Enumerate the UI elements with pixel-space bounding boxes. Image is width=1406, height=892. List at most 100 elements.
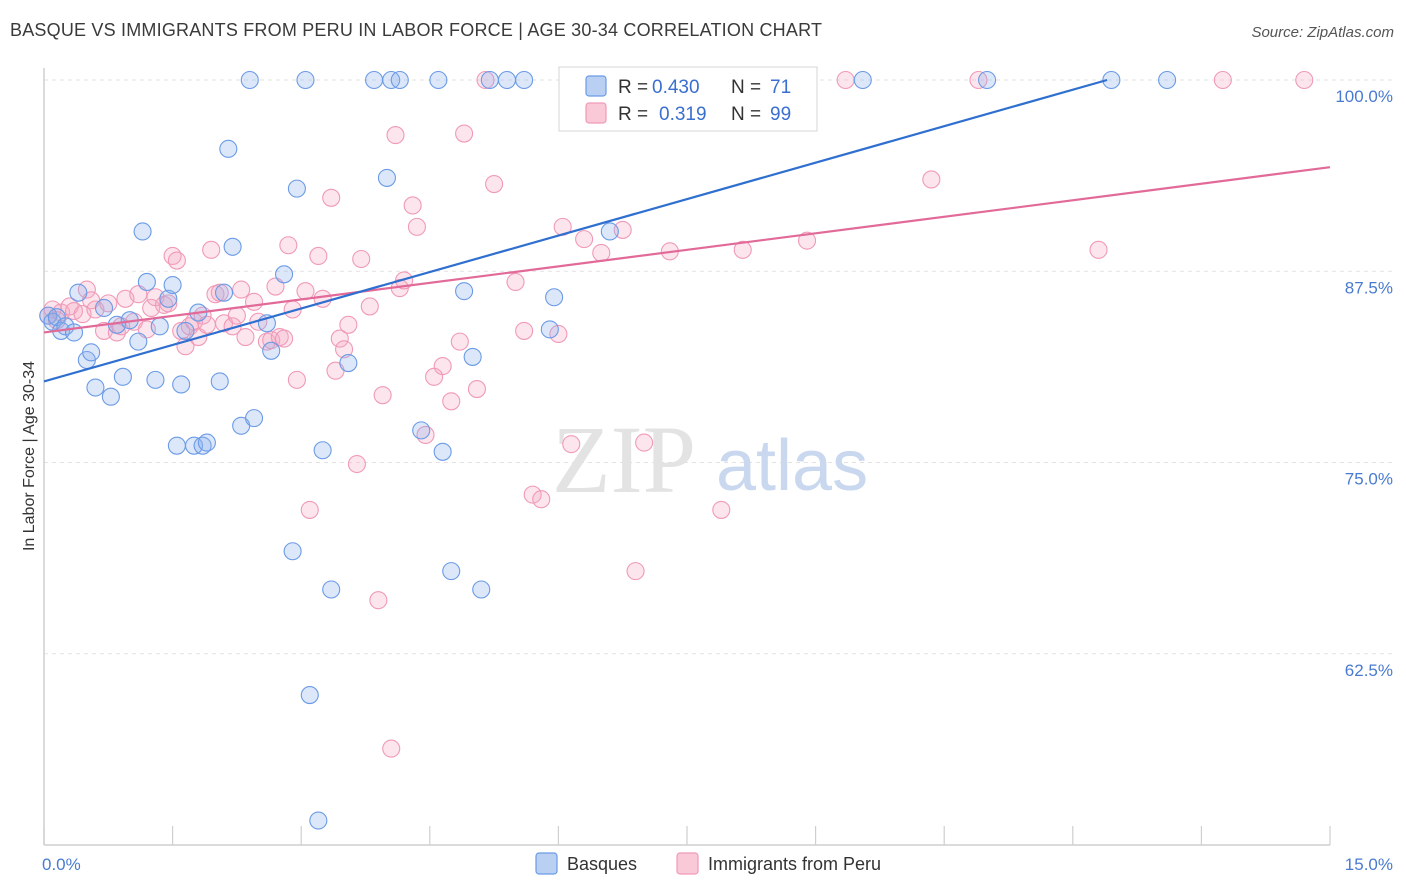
- basques-point: [412, 421, 431, 440]
- peru-point: [202, 240, 221, 259]
- basques-point: [322, 580, 341, 599]
- basques-point: [600, 222, 619, 241]
- peru-point: [626, 562, 645, 581]
- y-tick-labels: 100.0% 87.5% 75.0% 62.5%: [1335, 87, 1393, 680]
- basques-point: [1158, 70, 1177, 90]
- trend-line-peru: [43, 166, 1331, 334]
- peru-point: [339, 315, 358, 334]
- basques-point: [69, 283, 88, 302]
- peru-point: [330, 329, 349, 348]
- peru-point: [403, 196, 422, 215]
- peru-point: [382, 739, 401, 758]
- basques-point: [497, 70, 517, 90]
- peru-point: [575, 230, 594, 249]
- peru-point: [712, 500, 731, 519]
- legend-n-label-basques: N =: [731, 77, 761, 98]
- grid-lines: [44, 79, 1395, 655]
- basques-point: [210, 372, 229, 391]
- basques-point: [455, 282, 474, 301]
- peru-point: [322, 188, 341, 207]
- basques-point: [150, 317, 169, 336]
- basques-point: [540, 320, 559, 339]
- legend-n-label-peru: N =: [731, 104, 761, 125]
- peru-point: [515, 321, 534, 340]
- peru-point: [922, 170, 941, 189]
- basques-point: [262, 341, 281, 360]
- peru-point: [485, 174, 504, 194]
- stats-legend: R = 0.430 N = 71 R = 0.319 N = 99: [558, 66, 818, 132]
- peru-point: [562, 435, 581, 454]
- series-legend: Basques Immigrants from Peru: [535, 852, 881, 875]
- bottom-legend-label-basques: Basques: [567, 854, 637, 874]
- basques-point: [545, 288, 564, 307]
- basques-point: [296, 70, 315, 90]
- watermark-atlas: atlas: [716, 426, 868, 506]
- y-tick-label: 87.5%: [1345, 278, 1393, 297]
- peru-point: [1089, 240, 1108, 259]
- basques-point: [137, 272, 156, 292]
- x-tick-label-min: 0.0%: [42, 855, 81, 874]
- peru-point: [167, 251, 186, 270]
- series-basques-points: [39, 70, 1177, 830]
- y-tick-label: 62.5%: [1345, 661, 1393, 680]
- basques-point: [283, 542, 302, 561]
- y-tick-label: 75.0%: [1345, 470, 1393, 489]
- basques-point: [244, 409, 264, 428]
- peru-point: [733, 240, 752, 259]
- basques-point: [214, 283, 234, 302]
- basques-point: [287, 179, 306, 198]
- basques-point: [853, 70, 872, 90]
- basques-point: [463, 347, 482, 366]
- bottom-legend-swatch-peru: [676, 852, 699, 875]
- peru-point: [455, 124, 474, 143]
- basques-point: [64, 323, 84, 342]
- legend-r-label-peru: R =: [618, 104, 648, 125]
- peru-point: [592, 243, 611, 262]
- basques-point: [300, 686, 319, 705]
- peru-point: [244, 292, 264, 311]
- peru-point: [347, 454, 366, 474]
- bottom-legend-swatch-basques: [535, 852, 558, 875]
- basques-point: [176, 321, 195, 340]
- basques-point: [390, 70, 409, 90]
- peru-point: [275, 329, 294, 348]
- basques-point: [223, 237, 242, 256]
- peru-point: [836, 70, 855, 90]
- watermark: ZIP atlas: [552, 406, 868, 513]
- peru-point: [450, 332, 469, 351]
- peru-point: [442, 392, 461, 411]
- basques-point: [94, 298, 114, 318]
- peru-point: [467, 380, 487, 399]
- peru-point: [1213, 70, 1232, 90]
- peru-point: [352, 249, 371, 269]
- watermark-zip: ZIP: [552, 406, 696, 513]
- basques-point: [133, 222, 152, 241]
- legend-r-label-basques: R =: [618, 77, 648, 98]
- legend-n-value-peru: 99: [770, 104, 791, 125]
- basques-point: [480, 70, 499, 90]
- basques-point: [86, 378, 105, 397]
- basques-point: [309, 811, 328, 830]
- peru-point: [1295, 70, 1314, 90]
- peru-point: [407, 217, 426, 236]
- basques-point: [433, 442, 452, 461]
- legend-swatch-basques: [585, 75, 607, 97]
- basques-point: [82, 343, 101, 362]
- peru-point: [360, 297, 379, 316]
- trend-lines: [43, 78, 1331, 383]
- basques-point: [113, 367, 132, 386]
- peru-point: [279, 236, 298, 255]
- peru-point: [476, 70, 495, 90]
- bottom-legend-label-peru: Immigrants from Peru: [708, 854, 881, 874]
- basques-point: [365, 70, 384, 90]
- legend-n-value-basques: 71: [770, 77, 791, 98]
- peru-point: [373, 386, 392, 405]
- legend-r-value-peru: 0.319: [659, 104, 707, 125]
- basques-point: [167, 436, 186, 455]
- peru-point: [797, 231, 817, 250]
- peru-point: [129, 285, 148, 304]
- peru-point: [523, 485, 542, 504]
- basques-point: [129, 332, 148, 351]
- peru-point: [300, 500, 319, 519]
- basques-point: [159, 289, 178, 308]
